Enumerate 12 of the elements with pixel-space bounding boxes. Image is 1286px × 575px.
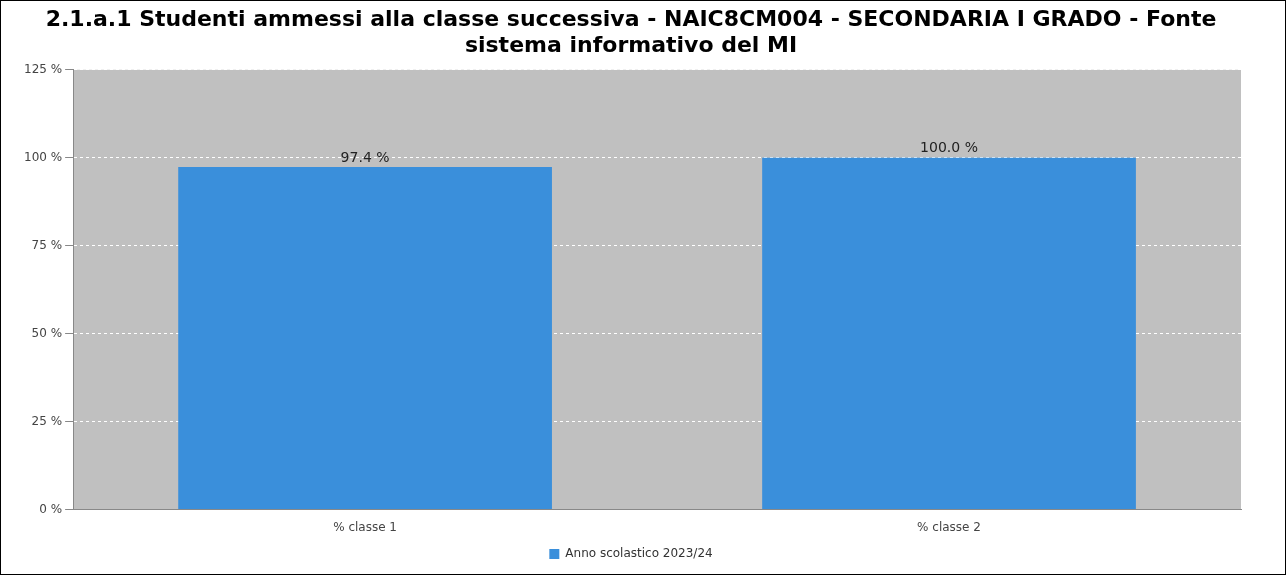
- x-tick-label: % classe 2: [917, 519, 981, 534]
- x-tick-label: % classe 1: [333, 519, 398, 534]
- y-tick-label: 75 %: [31, 237, 63, 252]
- y-tick-label: 0 %: [39, 501, 63, 516]
- chart-title: 2.1.a.1 Studenti ammessi alla classe successiva - NAIC8CM004 - SECONDARIA I GRADO - Fonte sistema informativo del MI: [45, 5, 1217, 58]
- y-tick-label: 100 %: [24, 149, 63, 164]
- data-label: 100.0 %: [920, 139, 978, 156]
- y-tick-label: 50 %: [31, 325, 63, 340]
- y-tick-label: 125 %: [24, 61, 63, 76]
- data-label: 97.4 %: [340, 148, 390, 165]
- legend-label: Anno scolastico 2023/24: [565, 546, 713, 561]
- y-tick-label: 25 %: [31, 413, 63, 428]
